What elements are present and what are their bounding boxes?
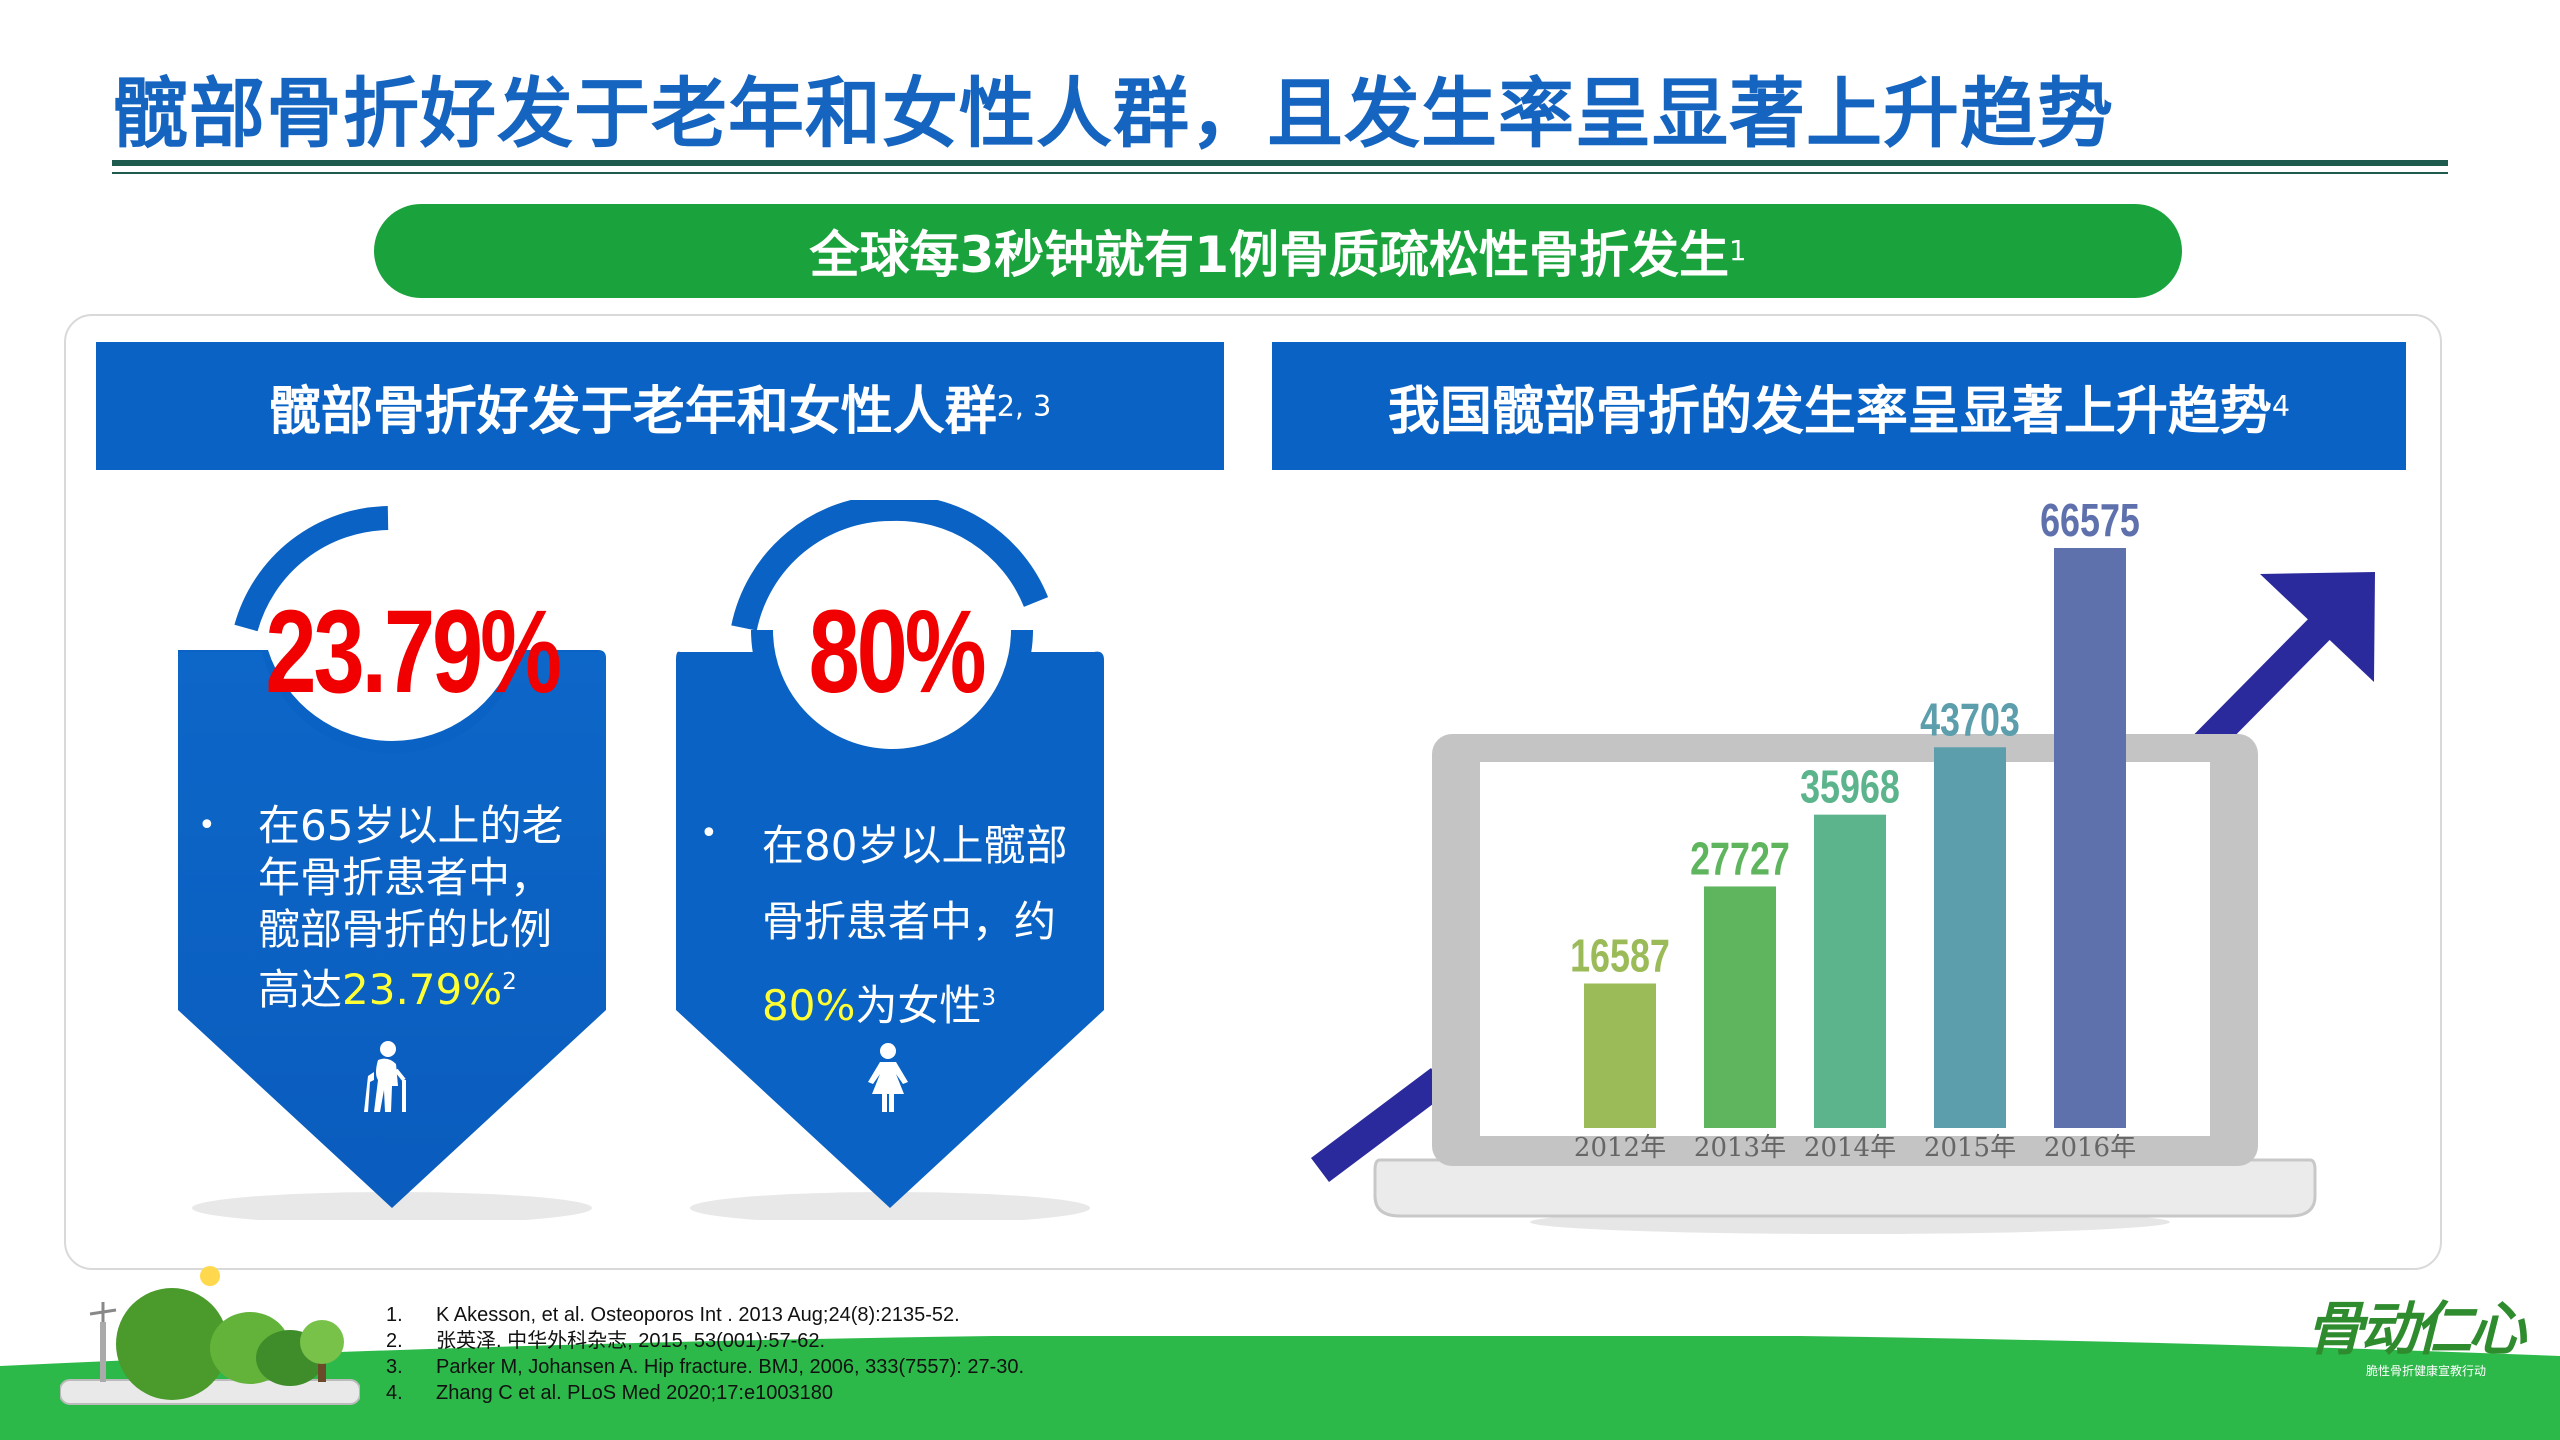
stat-ref: 2 (502, 969, 517, 995)
stat-highlight: 23.79% (342, 965, 503, 1014)
stat-text-line: 年骨折患者中， (258, 853, 553, 902)
stat-ref: 3 (981, 985, 997, 1011)
bar-value-label: 35968 (1800, 761, 1900, 812)
page-title: 髋部骨折好发于老年和女性人群，且发生率呈显著上升趋势 (112, 69, 2114, 158)
woman-icon (868, 1043, 908, 1112)
park-illustration (60, 1266, 360, 1405)
left-header-text: 髋部骨折好发于老年和女性人群 (268, 381, 997, 442)
bar-value-label: 27727 (1690, 833, 1790, 884)
category-label: 2012年 (1574, 1133, 1666, 1163)
bar-value-label: 43703 (1920, 694, 2020, 745)
stat-highlight: 80% (762, 981, 856, 1030)
banner-ref: 1 (1729, 235, 1747, 267)
campaign-logo: 骨动仁心 脆性骨折健康宣教行动 (2306, 1282, 2546, 1379)
trend-arrowhead (2260, 572, 2375, 682)
stat-text-line: 在65岁以上的老 (258, 801, 564, 850)
bar-3 (1934, 747, 2006, 1128)
stat-text-line: 骨折患者中，约 (762, 897, 1057, 946)
stat-text-female: 在80岁以上髋部 骨折患者中，约 80%为女性3 (762, 808, 1092, 1044)
reference-text: Zhang C et al. PLoS Med 2020;17:e1003180 (436, 1382, 833, 1404)
right-header-text: 我国髋部骨折的发生率呈显著上升趋势 (1387, 381, 2272, 442)
category-label: 2013年 (1694, 1133, 1786, 1163)
bar-0 (1584, 983, 1656, 1128)
category-label: 2014年 (1804, 1133, 1896, 1163)
category-label: 2015年 (1924, 1133, 2016, 1163)
banner-text: 全球每3秒钟就有1例骨质疏松性骨折发生 (809, 226, 1730, 284)
title-divider (112, 160, 2448, 166)
reference-text: 张英泽. 中华外科杂志, 2015, 53(001):57-62. (436, 1330, 826, 1352)
reference-text: Parker M, Johansen A. Hip fracture. BMJ,… (436, 1356, 1025, 1378)
reference-number: 1. (386, 1304, 403, 1326)
bar-value-label: 16587 (1570, 930, 1670, 981)
left-header-ref: 2, 3 (996, 389, 1052, 423)
bar-4 (2054, 548, 2126, 1128)
stat-text-line: 为女性 (855, 981, 982, 1030)
right-panel-header: 我国髋部骨折的发生率呈显著上升趋势 4 (1272, 342, 2406, 470)
reference-number: 4. (386, 1382, 403, 1404)
bullet-marker: • (700, 816, 718, 851)
logo-subtitle: 脆性骨折健康宣教行动 (2365, 1364, 2486, 1378)
reference-text: K Akesson, et al. Osteoporos Int . 2013 … (436, 1304, 960, 1326)
laptop-base (1373, 1158, 2317, 1218)
reference-number: 3. (386, 1356, 403, 1378)
right-header-ref: 4 (2271, 389, 2291, 423)
stat-shield-elderly (178, 506, 606, 1220)
references-list: 1. K Akesson, et al. Osteoporos Int . 201… (386, 1302, 1024, 1406)
elderly-person-icon (364, 1041, 406, 1112)
stat-percent-elderly: 23.79% (265, 586, 562, 718)
headline-banner: 全球每3秒钟就有1例骨质疏松性骨折发生 1 (374, 204, 2182, 298)
reference-item: 3. Parker M, Johansen A. Hip fracture. BM… (386, 1354, 1024, 1380)
stat-text-line: 高达 (258, 965, 343, 1014)
reference-item: 1. K Akesson, et al. Osteoporos Int . 201… (386, 1302, 1024, 1328)
trend-arrow-lower (1311, 1068, 1449, 1182)
bar-1 (1704, 886, 1776, 1128)
stat-text-elderly: 在65岁以上的老 年骨折患者中， 髋部骨折的比例 高达23.79%2 (258, 800, 588, 1016)
stat-text-line: 髋部骨折的比例 (258, 905, 553, 954)
stat-shield-female (676, 500, 1104, 1220)
reference-number: 2. (386, 1330, 403, 1352)
title-divider-thin (112, 172, 2448, 174)
logo-text: 骨动仁心 (2306, 1295, 2526, 1363)
left-panel-header: 髋部骨折好发于老年和女性人群 2, 3 (96, 342, 1224, 470)
stat-text-line: 在80岁以上髋部 (762, 821, 1068, 870)
bar-2 (1814, 814, 1886, 1128)
category-label: 2016年 (2044, 1133, 2136, 1163)
stat-percent-female: 80% (808, 586, 987, 718)
bar-value-label: 66575 (2040, 495, 2140, 546)
reference-item: 2. 张英泽. 中华外科杂志, 2015, 53(001):57-62. (386, 1328, 1024, 1354)
reference-item: 4. Zhang C et al. PLoS Med 2020;17:e10031… (386, 1380, 1024, 1406)
bullet-marker: • (198, 808, 216, 843)
footer-ground (0, 1336, 2560, 1440)
